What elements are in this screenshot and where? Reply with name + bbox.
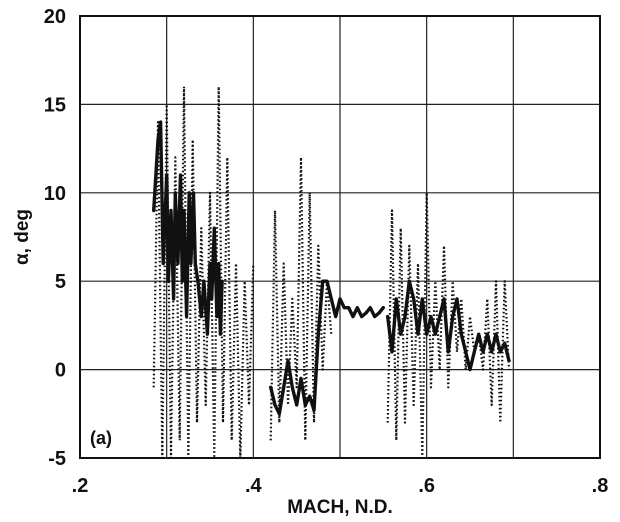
y-tick-label: -5 — [48, 448, 66, 470]
plot-frame — [79, 15, 601, 459]
tick-labels: .2 .4 .6 .8 -5 0 5 10 15 20 — [44, 6, 609, 497]
y-tick-label: 5 — [55, 271, 66, 293]
series-line-dotted — [386, 191, 511, 460]
x-tick-label: .6 — [418, 475, 435, 497]
x-axis-label: MACH, N.D. — [287, 497, 393, 518]
x-tick-label: .4 — [245, 475, 263, 497]
panel-label-bg — [84, 424, 120, 450]
grid — [79, 15, 601, 459]
series-line-solid — [386, 279, 511, 372]
y-tick-label: 10 — [44, 183, 66, 205]
series-layer — [151, 85, 511, 460]
y-tick-label: 20 — [44, 6, 66, 28]
x-tick-label: .8 — [592, 475, 609, 497]
x-tick-label: .2 — [72, 475, 89, 497]
panel-label: (a) — [90, 428, 112, 448]
series-line-dotted — [152, 85, 255, 460]
y-tick-label: 15 — [44, 94, 66, 116]
y-tick-label: 0 — [55, 360, 66, 382]
y-axis-label: α, deg — [12, 209, 33, 265]
